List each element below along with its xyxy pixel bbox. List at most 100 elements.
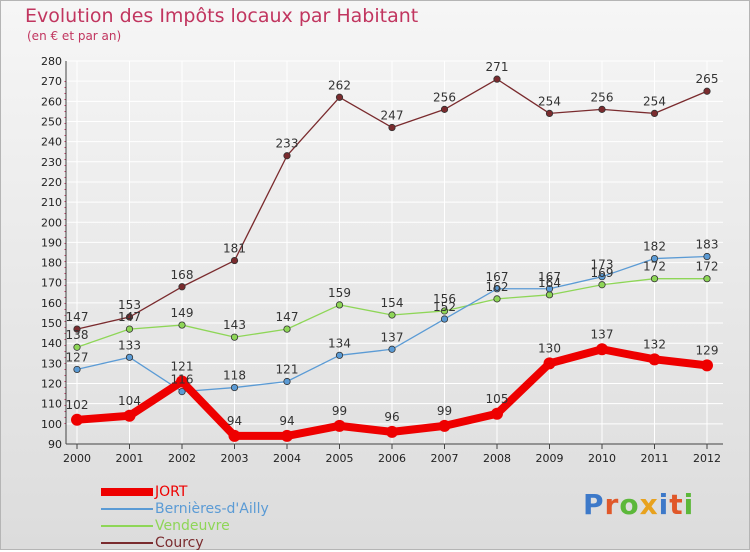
logo-letter: r [604, 488, 620, 521]
x-tick-label: 2002 [168, 452, 196, 465]
y-tick-label: 220 [41, 176, 62, 189]
data-label-berni-res-d-ailly: 183 [696, 238, 719, 252]
y-tick-label: 260 [41, 95, 62, 108]
data-point-courcy [178, 283, 186, 291]
data-label-courcy: 271 [486, 60, 509, 74]
y-tick-label: 90 [48, 438, 62, 451]
data-point-vendeuvre [598, 281, 606, 289]
data-label-courcy: 256 [433, 90, 456, 104]
logo-letter: o [619, 488, 640, 521]
data-point-vendeuvre [73, 343, 81, 351]
legend-swatch [101, 525, 153, 527]
data-label-berni-res-d-ailly: 167 [538, 270, 561, 284]
y-tick-label: 170 [41, 277, 62, 290]
data-point-jort [228, 429, 241, 442]
data-label-jort: 102 [66, 398, 89, 412]
data-label-vendeuvre: 156 [433, 292, 456, 306]
legend-swatch [101, 542, 153, 544]
data-label-courcy: 233 [276, 137, 299, 151]
data-label-courcy: 153 [118, 298, 141, 312]
x-tick-label: 2003 [221, 452, 249, 465]
y-tick-label: 190 [41, 236, 62, 249]
legend-item-vendeuvre: Vendeuvre [101, 518, 361, 535]
y-tick-label: 230 [41, 156, 62, 169]
chart-title: Evolution des Impôts locaux par Habitant [25, 5, 419, 27]
y-tick-label: 140 [41, 337, 62, 350]
data-point-berni-res-d-ailly [125, 353, 134, 361]
y-tick-label: 130 [41, 357, 62, 370]
y-tick-label: 200 [41, 216, 62, 229]
data-point-courcy [388, 123, 396, 132]
data-point-berni-res-d-ailly [230, 383, 239, 392]
data-point-courcy [545, 109, 554, 118]
x-tick-label: 2011 [641, 452, 669, 465]
data-label-berni-res-d-ailly: 134 [328, 336, 351, 350]
data-label-jort: 129 [696, 343, 719, 357]
legend-item-berni-res-d-ailly: Bernières-d'Ailly [101, 501, 361, 518]
y-tick-label: 180 [41, 257, 62, 270]
legend-item-courcy: Courcy [101, 535, 361, 552]
data-point-jort [386, 425, 398, 438]
data-label-vendeuvre: 172 [643, 260, 666, 274]
y-tick-label: 250 [41, 115, 62, 128]
legend-label: JORT [155, 484, 188, 500]
logo-letter: i [658, 488, 670, 521]
data-label-courcy: 265 [696, 72, 719, 86]
x-tick-label: 2000 [63, 452, 91, 465]
data-point-berni-res-d-ailly [283, 377, 291, 386]
y-tick-label: 270 [41, 75, 62, 88]
data-label-jort: 94 [227, 414, 242, 428]
data-point-vendeuvre [703, 275, 711, 283]
data-point-berni-res-d-ailly [440, 315, 449, 323]
data-label-courcy: 254 [643, 94, 666, 108]
data-label-berni-res-d-ailly: 182 [643, 240, 666, 254]
data-point-jort [543, 357, 556, 370]
data-label-vendeuvre: 143 [223, 318, 246, 332]
data-point-vendeuvre [650, 275, 659, 283]
axis-layer: 9010011012013014015016017018019020021022… [41, 55, 723, 465]
y-tick-label: 210 [41, 196, 62, 209]
data-point-vendeuvre [230, 333, 239, 341]
data-label-berni-res-d-ailly: 137 [381, 330, 404, 344]
x-tick-label: 2004 [273, 452, 301, 465]
y-tick-label: 100 [41, 418, 62, 431]
data-label-jort: 130 [538, 341, 561, 355]
data-point-jort [438, 419, 451, 432]
y-tick-label: 110 [41, 398, 62, 411]
data-point-jort [71, 413, 83, 426]
data-label-vendeuvre: 149 [171, 306, 194, 320]
data-label-courcy: 256 [591, 90, 614, 104]
data-point-berni-res-d-ailly [388, 345, 396, 353]
data-point-berni-res-d-ailly [650, 254, 659, 263]
legend-label: Bernières-d'Ailly [155, 501, 269, 517]
proxiti-logo: Proxiti [583, 488, 694, 521]
data-point-berni-res-d-ailly [545, 285, 554, 293]
data-label-jort: 132 [643, 337, 666, 351]
data-point-jort [491, 407, 503, 420]
data-point-courcy [598, 105, 606, 113]
data-point-berni-res-d-ailly [703, 252, 711, 261]
data-point-courcy [703, 87, 711, 95]
y-tick-label: 160 [41, 297, 62, 310]
data-point-vendeuvre [178, 321, 186, 329]
data-label-jort: 99 [332, 404, 347, 418]
data-label-berni-res-d-ailly: 116 [171, 373, 194, 387]
legend-item-jort: JORT [101, 484, 361, 501]
data-label-vendeuvre: 154 [381, 296, 404, 310]
data-label-berni-res-d-ailly: 152 [433, 300, 456, 314]
data-point-courcy [335, 93, 344, 101]
data-point-courcy [230, 256, 239, 265]
x-tick-label: 2006 [378, 452, 406, 465]
x-tick-label: 2008 [483, 452, 511, 465]
data-label-vendeuvre: 162 [486, 280, 509, 294]
data-label-berni-res-d-ailly: 118 [223, 369, 246, 383]
data-label-vendeuvre: 169 [591, 266, 614, 280]
legend-label: Courcy [155, 535, 204, 551]
x-tick-label: 2010 [588, 452, 616, 465]
x-tick-label: 2009 [536, 452, 564, 465]
y-tick-label: 280 [41, 55, 62, 68]
data-label-courcy: 247 [381, 109, 404, 123]
